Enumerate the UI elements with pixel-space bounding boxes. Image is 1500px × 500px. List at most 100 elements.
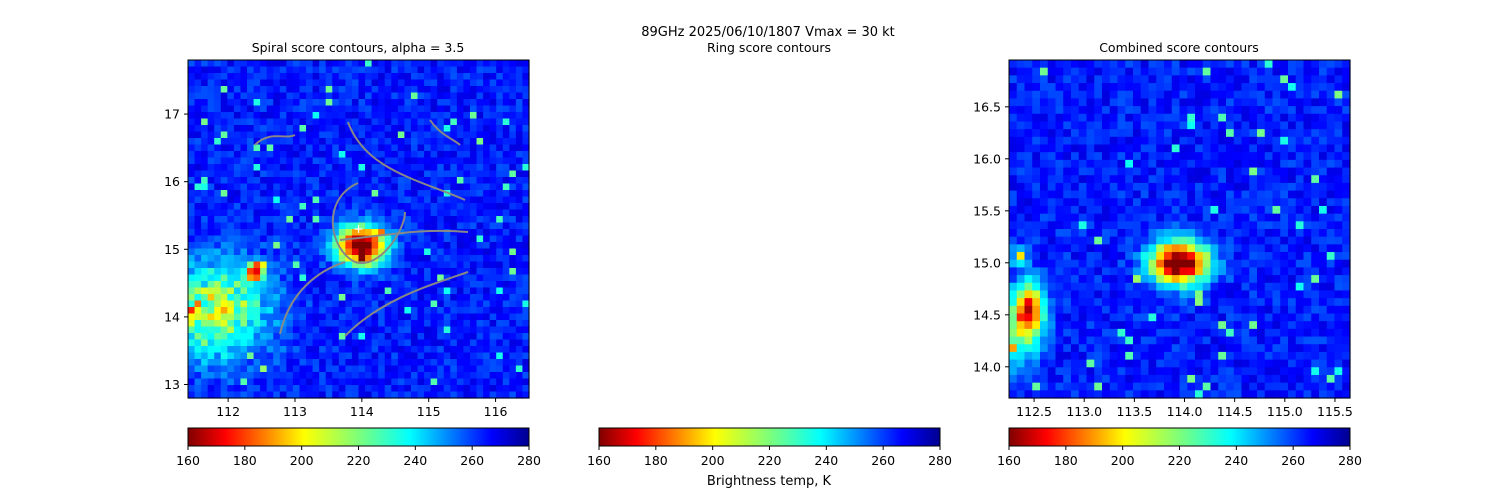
heatmap-cell: [1257, 321, 1266, 330]
heatmap-cell: [253, 170, 261, 178]
heatmap-cell: [273, 294, 281, 302]
heatmap-cell: [391, 92, 399, 100]
heatmap-cell: [1109, 367, 1119, 376]
heatmap-cell: [1342, 336, 1351, 345]
heatmap-cell: [319, 73, 327, 81]
heatmap-cell: [1133, 129, 1142, 138]
heatmap-cell: [299, 92, 307, 100]
heatmap-cell: [1280, 198, 1289, 207]
heatmap-cell: [1086, 259, 1095, 269]
heatmap-cell: [201, 229, 209, 237]
heatmap-cell: [371, 365, 379, 373]
heatmap-cell: [1334, 305, 1343, 315]
heatmap-cell: [1032, 167, 1041, 176]
heatmap-cell: [450, 183, 458, 191]
heatmap-cell: [1133, 159, 1142, 169]
heatmap-cell: [273, 242, 281, 250]
heatmap-cell: [299, 151, 307, 159]
heatmap-cell: [1071, 205, 1080, 215]
heatmap-cell: [220, 294, 228, 302]
heatmap-cell: [1187, 328, 1196, 338]
heatmap-cell: [1102, 351, 1111, 361]
heatmap-cell: [1016, 305, 1026, 315]
heatmap-cell: [1233, 106, 1243, 115]
heatmap-cell: [424, 313, 432, 321]
heatmap-cell: [463, 320, 471, 328]
heatmap-cell: [463, 274, 471, 282]
heatmap-cell: [358, 157, 366, 165]
heatmap-cell: [1319, 121, 1328, 130]
heatmap-cell: [1071, 336, 1080, 345]
heatmap-cell: [502, 346, 510, 354]
heatmap-cell: [1040, 106, 1049, 115]
heatmap-cell: [1055, 336, 1064, 345]
heatmap-cell: [319, 79, 327, 87]
heatmap-cell: [1133, 175, 1142, 184]
heatmap-cell: [332, 294, 340, 302]
heatmap-cell: [371, 157, 379, 165]
heatmap-cell: [1342, 198, 1351, 207]
heatmap-cell: [371, 346, 379, 354]
heatmap-cell: [483, 138, 491, 146]
heatmap-cell: [233, 60, 242, 68]
heatmap-cell: [417, 307, 425, 315]
heatmap-cell: [358, 313, 366, 321]
heatmap-cell: [424, 92, 432, 100]
heatmap-cell: [1086, 382, 1095, 391]
heatmap-cell: [1086, 182, 1095, 192]
heatmap-cell: [483, 320, 491, 328]
panel-title: Spiral score contours, alpha = 3.5: [252, 40, 465, 55]
heatmap-cell: [483, 86, 491, 94]
heatmap-cell: [483, 359, 491, 367]
heatmap-cell: [1078, 313, 1088, 322]
heatmap-cell: [358, 281, 366, 289]
heatmap-cell: [1164, 159, 1173, 169]
heatmap-cell: [469, 294, 478, 302]
heatmap-cell: [443, 320, 451, 328]
heatmap-cell: [1171, 205, 1181, 215]
heatmap-cell: [496, 235, 504, 243]
heatmap-cell: [463, 242, 471, 250]
heatmap-cell: [286, 170, 294, 178]
heatmap-cell: [319, 112, 327, 120]
heatmap-cell: [469, 118, 478, 126]
heatmap-cell: [476, 216, 484, 224]
heatmap-cell: [1288, 367, 1297, 376]
heatmap-cell: [1133, 374, 1142, 384]
heatmap-cell: [338, 144, 346, 152]
heatmap-cell: [397, 378, 406, 386]
heatmap-cell: [253, 151, 261, 159]
heatmap-cell: [469, 326, 478, 334]
heatmap-cell: [286, 391, 294, 399]
heatmap-cell: [1063, 167, 1072, 176]
heatmap-cell: [1094, 359, 1103, 368]
heatmap-cell: [1288, 152, 1297, 161]
heatmap-cell: [1202, 75, 1212, 84]
heatmap-cell: [443, 326, 451, 334]
heatmap-cell: [437, 359, 445, 367]
heatmap-cell: [358, 170, 366, 178]
heatmap-cell: [1016, 328, 1026, 338]
heatmap-cell: [306, 359, 314, 367]
heatmap-cell: [1032, 344, 1041, 353]
heatmap-cell: [430, 216, 438, 224]
heatmap-cell: [1117, 382, 1126, 391]
heatmap-cell: [227, 391, 235, 399]
heatmap-cell: [1140, 136, 1150, 146]
heatmap-cell: [463, 372, 471, 380]
heatmap-cell: [1326, 98, 1336, 107]
heatmap-cell: [515, 164, 524, 172]
heatmap-cell: [1295, 106, 1305, 115]
heatmap-cell: [1071, 144, 1080, 153]
heatmap-cell: [1102, 275, 1111, 284]
heatmap-cell: [1032, 328, 1041, 338]
heatmap-cell: [1109, 351, 1119, 361]
heatmap-cell: [1117, 60, 1126, 69]
heatmap-cell: [1187, 321, 1196, 330]
heatmap-cell: [201, 86, 209, 94]
heatmap-cell: [1040, 98, 1049, 107]
heatmap-cell: [424, 320, 432, 328]
heatmap-cell: [1326, 113, 1336, 123]
heatmap-cell: [292, 99, 301, 107]
